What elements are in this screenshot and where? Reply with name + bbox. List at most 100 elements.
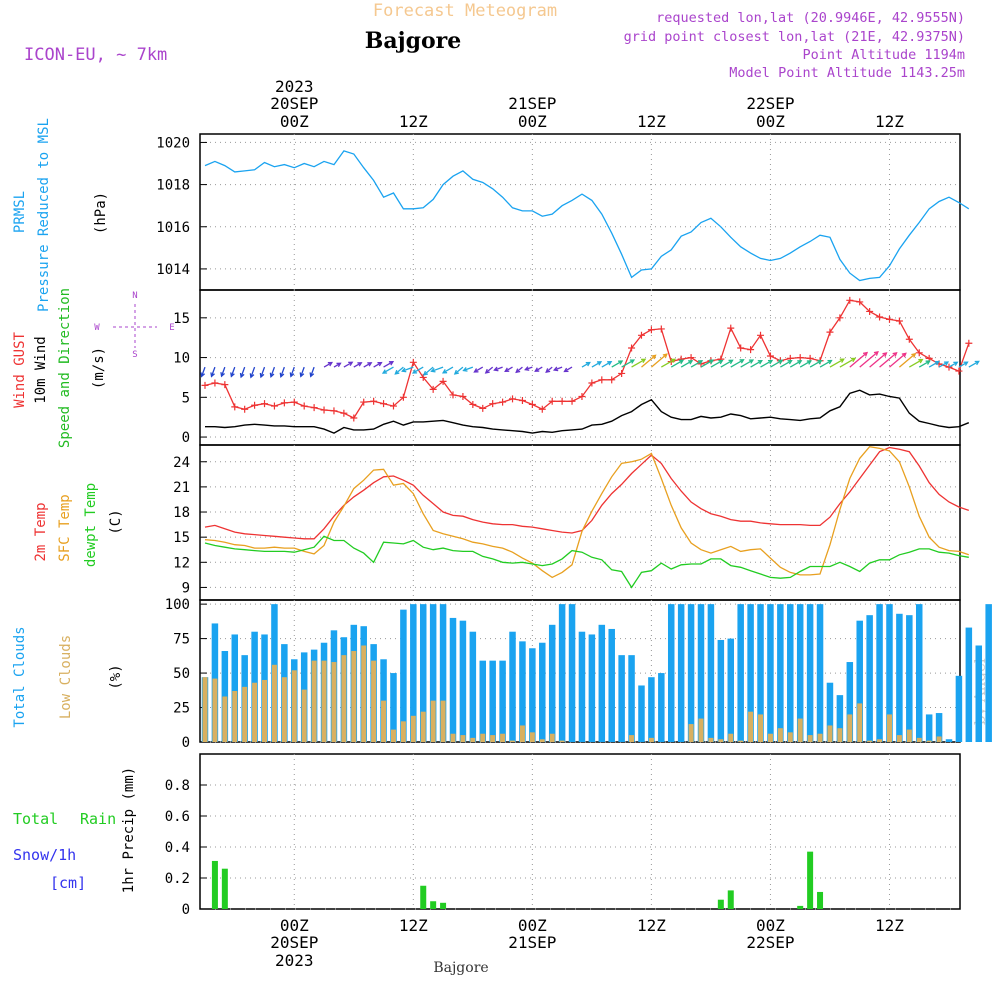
wind-arrow-head <box>670 358 677 364</box>
wind-gust-point <box>955 367 963 375</box>
total-cloud-bar <box>469 631 477 742</box>
wind-arrow-head <box>259 372 265 379</box>
total-cloud-bar <box>231 634 239 742</box>
wind-direction-arrow <box>829 358 845 368</box>
wind-gust-point <box>737 344 745 352</box>
wind-arrow-head <box>629 359 636 364</box>
wind-direction-arrow <box>270 366 276 377</box>
total-cloud-bar <box>628 655 635 742</box>
total-cloud-bar <box>945 739 953 742</box>
low-cloud-bar <box>490 735 496 742</box>
wind-gust-point <box>558 397 566 405</box>
wind-direction-arrow <box>383 361 394 368</box>
total-cloud-bar <box>558 604 566 742</box>
wind-direction-arrow <box>442 366 454 374</box>
model-label: ICON-EU, ~ 7km <box>24 45 167 65</box>
wind-gust-point <box>747 346 755 354</box>
compass-n: N <box>132 291 137 301</box>
y-tick-label: 75 <box>173 632 190 648</box>
wind-direction-arrow <box>353 362 362 368</box>
wind-direction-arrow <box>373 362 382 368</box>
low-cloud-bar <box>222 696 228 742</box>
y-tick-label: 1014 <box>156 262 190 278</box>
wind-gust-point <box>637 331 645 339</box>
total-cloud-bar <box>548 624 556 742</box>
wind-arrow-head <box>882 352 888 357</box>
wind-gust-point <box>757 331 765 339</box>
wind-gust-point <box>647 326 655 334</box>
low-cloud-bar <box>510 740 516 742</box>
total-cloud-bar <box>915 604 923 742</box>
wind-direction-arrow <box>720 359 733 368</box>
wind-direction-arrow <box>504 366 513 372</box>
low-cloud-bar <box>242 686 248 742</box>
rain-bar <box>797 905 804 909</box>
total-cloud-bar <box>707 604 715 742</box>
top-axis-hour: 00Z <box>280 112 309 131</box>
wind-direction-arrow <box>240 366 246 378</box>
low-cloud-bar <box>232 690 238 742</box>
wind-arrow-head <box>299 372 305 378</box>
label-ms: (m/s) <box>91 347 107 389</box>
low-cloud-bar <box>381 700 387 742</box>
wind-arrow-head <box>697 360 704 365</box>
total-cloud-bar <box>588 634 596 742</box>
wind-gust-point <box>588 379 596 387</box>
wind-gust-point <box>836 314 844 322</box>
wind-direction-arrow <box>849 352 868 368</box>
footer-location: Bajgore <box>433 960 488 976</box>
pressure-line <box>204 150 970 282</box>
wind-direction-arrow <box>898 353 916 368</box>
wind-arrow-head <box>327 361 334 367</box>
y-tick-label: 0 <box>182 902 190 918</box>
wind-gust-point <box>915 349 923 357</box>
total-cloud-bar <box>876 604 883 742</box>
label-prmsl: PRMSL <box>12 191 28 233</box>
wind-direction-arrow <box>660 358 676 368</box>
rain-bar <box>717 899 724 909</box>
wind-gust-point <box>350 414 358 422</box>
wind-gust-point <box>866 307 874 315</box>
wind-gust-point <box>628 344 636 352</box>
wind-direction-arrow <box>230 366 236 377</box>
wind-arrow-head <box>934 360 940 366</box>
wind-gust-point <box>330 407 338 415</box>
wind-gust-point <box>389 402 397 410</box>
wind-arrow-head <box>401 367 407 373</box>
label-snow: Snow/1h <box>13 846 76 864</box>
label-wind-gust: Wind GUST <box>12 332 28 408</box>
low-cloud-bar <box>767 733 773 742</box>
wind-gust-point <box>489 400 497 408</box>
wind-gust-point <box>280 399 288 407</box>
model-altitude: Model Point Altitude 1143.25m <box>729 65 965 81</box>
wind-gust-point <box>945 363 953 371</box>
total-cloud-bar <box>618 655 625 742</box>
total-cloud-bar <box>796 604 804 742</box>
wind-direction-arrow <box>879 352 897 368</box>
total-cloud-bar <box>925 714 933 742</box>
total-cloud-bar <box>509 631 516 742</box>
wind-gust-point <box>687 354 695 362</box>
wind-gust-point <box>965 339 973 347</box>
bottom-axis-hour: 12Z <box>399 916 428 935</box>
low-cloud-bar <box>847 714 853 742</box>
wind-gust-point <box>846 296 854 304</box>
wind-gust-point <box>766 352 774 360</box>
total-cloud-bar <box>816 604 824 742</box>
y-tick-label: 0.6 <box>165 809 190 825</box>
low-cloud-bar <box>886 714 892 742</box>
point-altitude: Point Altitude 1194m <box>802 47 965 63</box>
total-cloud-bar <box>846 662 854 742</box>
top-axis-date: 20SEP <box>270 94 318 113</box>
wind-gust-point <box>211 379 219 387</box>
total-cloud-bar <box>886 604 893 742</box>
top-axis-hour: 12Z <box>875 112 904 131</box>
wind-direction-arrow <box>280 366 285 377</box>
wind-direction-arrow <box>650 353 668 368</box>
y-tick-label: 10 <box>173 351 190 367</box>
low-cloud-bar <box>390 729 396 742</box>
wind-arrow-head <box>850 357 857 363</box>
y-tick-label: 24 <box>173 455 190 471</box>
wind-gust-point <box>509 395 517 403</box>
low-cloud-bar <box>440 700 446 742</box>
